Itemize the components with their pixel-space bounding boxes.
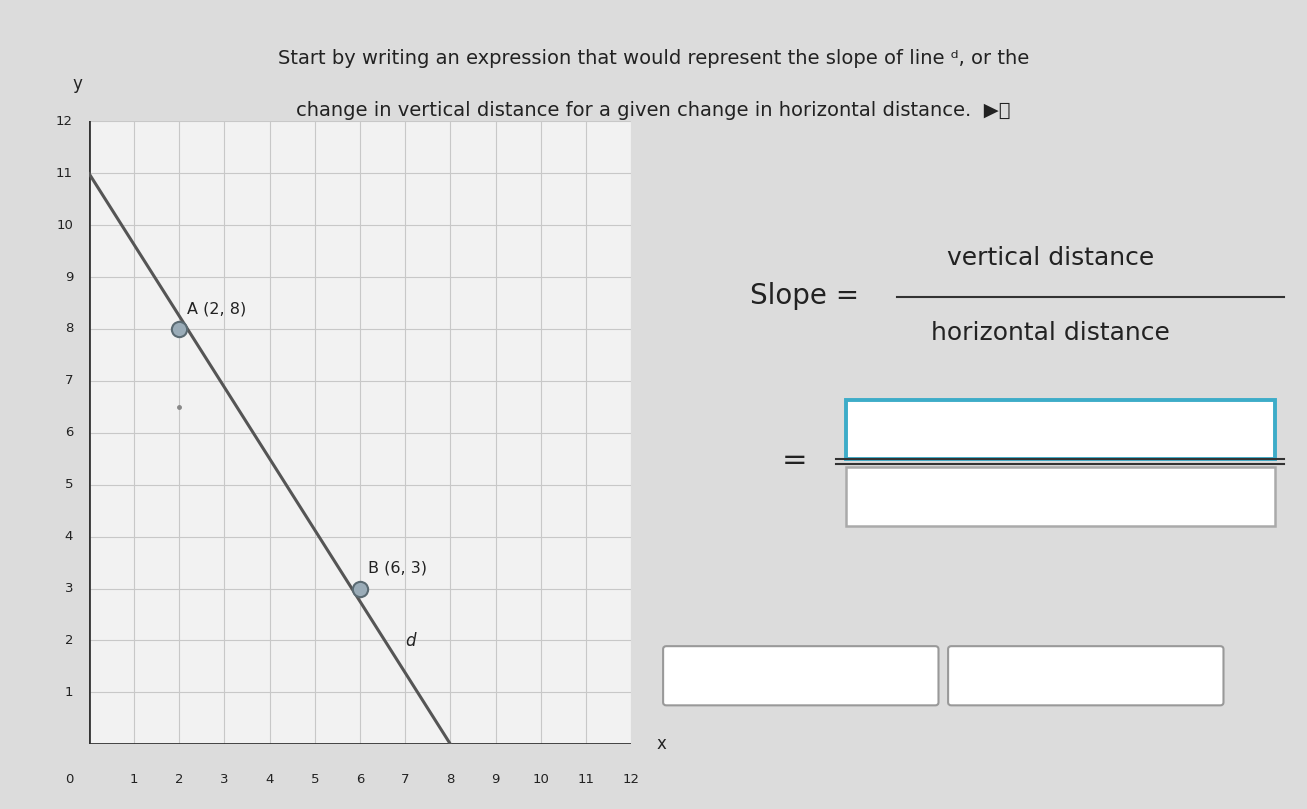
Text: Start by writing an expression that would represent the slope of line ᵈ, or the: Start by writing an expression that woul…	[278, 49, 1029, 67]
Text: 4: 4	[265, 773, 274, 786]
Text: change in vertical distance for a given change in horizontal distance.  ▶⧸: change in vertical distance for a given …	[297, 101, 1010, 120]
FancyBboxPatch shape	[663, 646, 938, 705]
Text: B (6, 3): B (6, 3)	[369, 561, 427, 576]
Text: d: d	[405, 632, 416, 650]
Text: 0: 0	[64, 773, 73, 786]
Text: change in y-values: change in y-values	[1001, 667, 1170, 684]
Text: 9: 9	[64, 270, 73, 284]
Text: 8: 8	[446, 773, 455, 786]
Text: 3: 3	[220, 773, 229, 786]
Text: 8: 8	[64, 323, 73, 336]
Text: 7: 7	[401, 773, 409, 786]
Text: change in x-values: change in x-values	[716, 667, 886, 684]
Text: A (2, 8): A (2, 8)	[187, 302, 247, 316]
Text: 5: 5	[64, 478, 73, 491]
Text: 12: 12	[56, 115, 73, 128]
Text: 9: 9	[491, 773, 499, 786]
Text: 5: 5	[311, 773, 319, 786]
Text: 7: 7	[64, 375, 73, 388]
FancyBboxPatch shape	[846, 400, 1274, 459]
Text: 2: 2	[64, 634, 73, 647]
Text: y: y	[72, 74, 82, 93]
Text: 10: 10	[56, 218, 73, 231]
FancyBboxPatch shape	[948, 646, 1223, 705]
Text: 1: 1	[129, 773, 139, 786]
Text: 3: 3	[64, 582, 73, 595]
Text: 12: 12	[622, 773, 640, 786]
Text: vertical distance: vertical distance	[948, 247, 1154, 270]
FancyBboxPatch shape	[846, 467, 1274, 527]
Text: 11: 11	[56, 167, 73, 180]
Text: 4: 4	[64, 530, 73, 543]
Text: Slope =: Slope =	[749, 282, 859, 310]
Text: 11: 11	[578, 773, 595, 786]
Text: x: x	[656, 735, 667, 753]
Text: 6: 6	[356, 773, 365, 786]
Text: horizontal distance: horizontal distance	[931, 321, 1170, 345]
Text: 2: 2	[175, 773, 183, 786]
Text: 1: 1	[64, 686, 73, 699]
Text: 10: 10	[532, 773, 549, 786]
Text: =: =	[782, 447, 808, 476]
Text: 6: 6	[64, 426, 73, 439]
